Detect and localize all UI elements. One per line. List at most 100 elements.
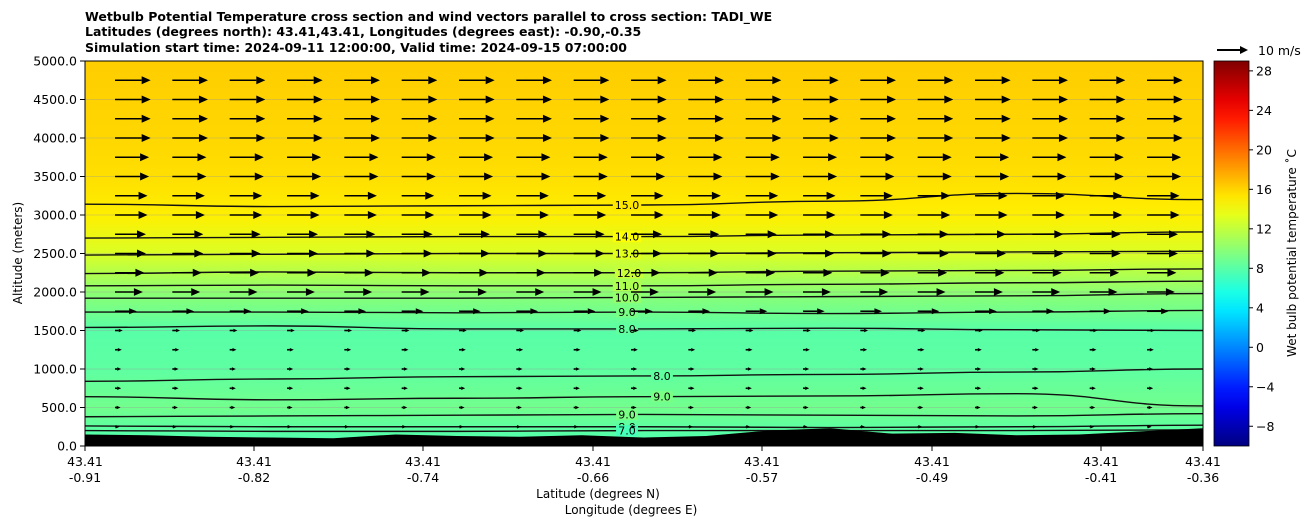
wind-vector [860,191,893,200]
contour-label-bg [612,280,642,292]
y-tick-label: 500.0 [41,400,77,415]
wind-vector [1147,288,1175,296]
wind-vector [803,424,808,429]
wind-vector [229,153,264,162]
wind-vector [344,134,380,142]
wind-vector [344,95,380,104]
contour-label-bg [612,231,642,243]
wind-vector [459,386,466,391]
wind-vector [631,308,653,315]
wind-vector [344,230,376,239]
wind-vector [573,172,608,181]
contour-lines: 15.014.013.012.011.010.09.08.08.09.09.08… [85,192,1203,438]
wind-vector [401,76,438,85]
chart-title-line-2: Latitudes (degrees north): 43.41,43.41, … [85,24,642,39]
wind-vector [745,172,780,181]
y-tick-label: 4500.0 [33,92,77,107]
wind-vector [631,211,664,219]
contour-line [85,231,1203,239]
colorbar-tick-label: −4 [1256,379,1274,394]
wind-vector [688,386,695,391]
x-axis-label-2: Longitude (degrees E) [565,503,698,517]
contour-label: 14.0 [615,231,640,244]
wind-vector [1147,114,1183,123]
y-tick-label: 2000.0 [33,285,77,300]
wind-vector [459,347,466,352]
wind-vector [229,211,263,219]
wind-vector [229,76,266,85]
wind-vector [172,347,180,352]
wind-vector [344,328,353,333]
wind-vector [631,367,638,371]
wind-vector [1147,386,1154,391]
wind-vector [172,405,178,410]
wind-vector [975,134,1011,142]
wind-vector [172,76,208,85]
wind-vector [688,308,711,315]
wind-vector [975,95,1011,104]
wind-vector [459,191,492,200]
wind-vector [401,230,433,239]
quiver-key-arrowhead [1240,46,1248,54]
wind-vector [401,114,438,123]
wind-vector [631,172,666,181]
wind-vector [1089,172,1124,181]
wind-vector [229,367,236,371]
contour-label: 12.0 [617,267,642,280]
wind-vector [287,249,318,258]
wind-vector [975,249,1006,258]
wind-vector [1089,386,1096,391]
wind-vector [516,288,545,296]
wind-vector [803,153,838,162]
wind-vector [287,328,295,333]
wind-vector [745,230,777,239]
wind-vector [573,249,605,258]
wind-vector [229,114,266,123]
wind-vector [172,191,205,200]
wind-vector [573,134,610,142]
wind-vector [917,268,948,277]
wind-vector [803,328,811,333]
wind-vector [1032,308,1055,315]
x-tick-label-lon: -0.91 [69,470,101,485]
colorbar-tick-label: 12 [1256,221,1272,236]
wind-vector [745,134,782,142]
contour-label: 8.0 [653,370,671,383]
wind-vector [975,288,1003,296]
wind-vector [1089,153,1124,162]
wind-vector [688,153,723,162]
y-tick-label: 5000.0 [33,54,77,69]
wind-vector [631,95,667,104]
wind-vector [573,211,607,219]
wind-vector [172,249,204,258]
chart-title-line-1: Wetbulb Potential Temperature cross sect… [85,9,773,24]
wind-vector [344,268,374,277]
y-tick-label: 2500.0 [33,246,77,261]
wind-vector [229,249,261,258]
contour-line [85,424,1203,429]
wind-vector [115,211,148,219]
wind-vector [344,424,349,429]
wind-vector [115,114,151,123]
wind-vector [287,405,293,410]
wind-vector [172,386,179,391]
wind-vector [401,95,438,104]
wind-vector [344,288,373,296]
contour-line [85,368,1203,383]
wind-vector [516,386,523,391]
wind-vector [287,114,323,123]
wind-vector [803,367,810,371]
wind-vector [115,328,123,333]
wind-vector [115,76,151,85]
contour-label: 9.0 [618,306,636,319]
wind-vector [631,328,639,333]
wind-vector [115,153,150,162]
wind-vector [860,308,883,315]
wind-vector [688,405,694,410]
wind-vector [229,288,258,296]
wind-vector [516,268,546,277]
wind-vector [1032,211,1065,219]
y-tick-label: 0.0 [57,439,77,454]
wind-vector [229,191,263,200]
